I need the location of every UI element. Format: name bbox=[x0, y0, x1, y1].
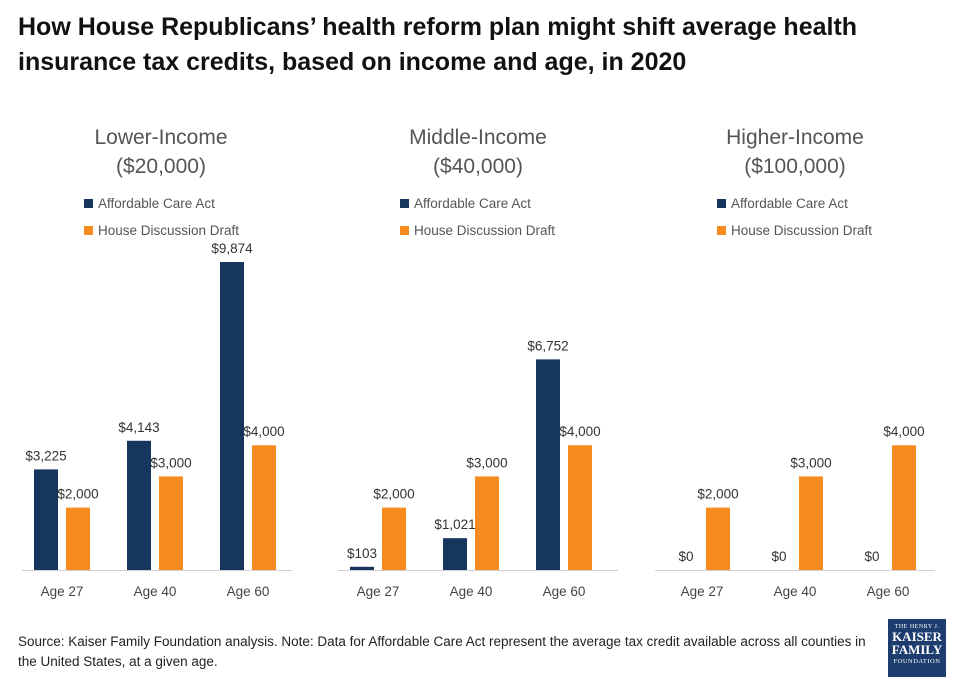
x-tick-label: Age 60 bbox=[543, 584, 586, 599]
x-tick-label: Age 40 bbox=[134, 584, 177, 599]
logo-family-text: FAMILY bbox=[891, 642, 943, 657]
bar bbox=[127, 440, 151, 570]
data-label: $103 bbox=[347, 546, 377, 561]
x-tick-label: Age 27 bbox=[41, 584, 84, 599]
legend-swatch bbox=[400, 226, 409, 235]
bar bbox=[443, 538, 467, 570]
bar bbox=[34, 469, 58, 570]
x-tick-label: Age 27 bbox=[357, 584, 400, 599]
x-tick-label: Age 60 bbox=[227, 584, 270, 599]
bar bbox=[66, 507, 90, 570]
legend-swatch bbox=[717, 199, 726, 208]
kaiser-family-foundation-logo: THE HENRY J. KAISER FAMILY FOUNDATION bbox=[888, 619, 946, 677]
x-tick-label: Age 40 bbox=[774, 584, 817, 599]
bar bbox=[220, 262, 244, 570]
panel-title-line2: ($100,000) bbox=[744, 155, 846, 178]
data-label: $0 bbox=[678, 549, 693, 564]
legend-label: House Discussion Draft bbox=[731, 223, 872, 238]
legend-swatch bbox=[84, 199, 93, 208]
legend-label: House Discussion Draft bbox=[98, 223, 239, 238]
data-label: $6,752 bbox=[527, 338, 568, 353]
data-label: $2,000 bbox=[697, 487, 738, 502]
bar bbox=[350, 566, 374, 570]
bar bbox=[568, 445, 592, 570]
bar bbox=[475, 476, 499, 570]
data-label: $9,874 bbox=[211, 241, 253, 256]
data-label: $3,225 bbox=[25, 448, 66, 463]
panel-title-line1: Higher-Income bbox=[726, 126, 864, 149]
data-label: $2,000 bbox=[57, 487, 98, 502]
bar bbox=[799, 476, 823, 570]
bar bbox=[706, 507, 730, 570]
data-label: $3,000 bbox=[150, 455, 191, 470]
data-label: $4,143 bbox=[118, 420, 159, 435]
data-label: $3,000 bbox=[466, 455, 507, 470]
data-label: $3,000 bbox=[790, 455, 831, 470]
chart-title: How House Republicans’ health reform pla… bbox=[18, 13, 858, 76]
panel-title-line2: ($40,000) bbox=[433, 155, 523, 178]
data-label: $4,000 bbox=[559, 424, 600, 439]
logo-kaiser-text: KAISER bbox=[892, 629, 942, 644]
data-label: $2,000 bbox=[373, 487, 414, 502]
data-label: $0 bbox=[864, 549, 879, 564]
chart-area: Lower-Income ($20,000) Affordable Care Act… bbox=[22, 126, 935, 599]
bar bbox=[536, 359, 560, 570]
legend-swatch bbox=[84, 226, 93, 235]
panel-title-line1: Lower-Income bbox=[94, 126, 227, 149]
data-label: $4,000 bbox=[883, 424, 924, 439]
legend-label: House Discussion Draft bbox=[414, 223, 555, 238]
bar bbox=[892, 445, 916, 570]
logo-top-text: THE HENRY J. bbox=[894, 624, 940, 630]
data-label: $0 bbox=[771, 549, 786, 564]
legend-label: Affordable Care Act bbox=[414, 196, 531, 211]
panel-title-line1: Middle-Income bbox=[409, 126, 547, 149]
source-note: Source: Kaiser Family Foundation analysi… bbox=[18, 634, 866, 669]
x-tick-label: Age 40 bbox=[450, 584, 493, 599]
data-label: $1,021 bbox=[434, 517, 475, 532]
bar bbox=[159, 476, 183, 570]
x-tick-label: Age 60 bbox=[867, 584, 910, 599]
logo-foundation-text: FOUNDATION bbox=[893, 658, 941, 665]
bar bbox=[382, 507, 406, 570]
x-tick-label: Age 27 bbox=[681, 584, 724, 599]
legend-label: Affordable Care Act bbox=[98, 196, 215, 211]
legend-label: Affordable Care Act bbox=[731, 196, 848, 211]
data-label: $4,000 bbox=[243, 424, 284, 439]
panel-title-line2: ($20,000) bbox=[116, 155, 206, 178]
legend-swatch bbox=[717, 226, 726, 235]
legend-swatch bbox=[400, 199, 409, 208]
bar bbox=[252, 445, 276, 570]
